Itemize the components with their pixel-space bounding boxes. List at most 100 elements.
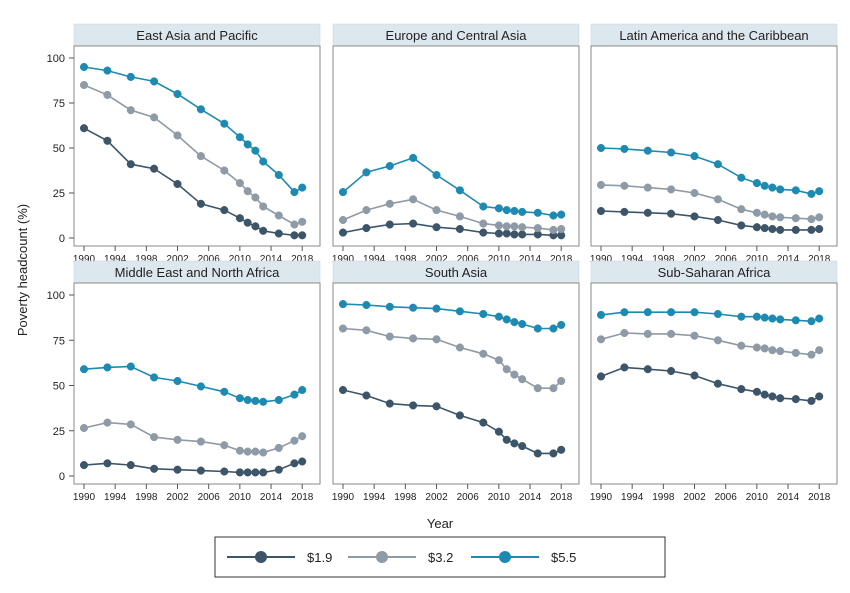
panel-east-asia-and-pacific-series-5-5-point-2018 — [298, 183, 307, 192]
panel-europe-and-central-asia-series-3-2-point-1996 — [385, 199, 394, 208]
panel-east-asia-and-pacific-series-5-5-point-2010 — [235, 133, 244, 142]
panel-south-asia-x-tick-label-1990: 1990 — [332, 492, 355, 503]
panel-south-asia-series-5-5-point-2017 — [549, 324, 558, 333]
panel-middle-east-and-north-africa-series-5-5-point-2017 — [290, 390, 299, 399]
panel-sub-saharan-africa-series-5-5-point-1993 — [620, 308, 629, 317]
panel-europe-and-central-asia-series-1-9-point-2005 — [455, 224, 464, 234]
panel-europe-and-central-asia-series-5-5-point-1996 — [385, 161, 394, 171]
panel-latin-america-and-the-caribbean-series-5-5-point-2011 — [760, 181, 769, 190]
panel-sub-saharan-africa-series-3-2-point-1999 — [667, 329, 676, 338]
panel-middle-east-and-north-africa-series-5-5-point-2011 — [243, 395, 252, 405]
panel-latin-america-and-the-caribbean-x-tick-label-2002: 2002 — [683, 254, 706, 265]
panel-latin-america-and-the-caribbean-series-5-5-point-1996 — [643, 146, 652, 155]
panel-east-asia-and-pacific-x-tick-label-2010: 2010 — [229, 254, 252, 265]
panel-east-asia-and-pacific-y-tick-label-75: 75 — [53, 98, 65, 110]
panel-middle-east-and-north-africa-series-3-2-point-2005 — [196, 437, 205, 446]
panel-south-asia-x-tick-label-2002: 2002 — [425, 492, 448, 503]
panel-europe-and-central-asia-x-tick-label-1990: 1990 — [332, 254, 355, 265]
panel-latin-america-and-the-caribbean-series-3-2-point-2012 — [768, 212, 777, 221]
panel-latin-america-and-the-caribbean-series-3-2-point-2013 — [776, 213, 785, 222]
panel-south-asia-series-3-2-point-2017 — [549, 384, 558, 393]
panel-europe-and-central-asia-series-3-2-point-2012 — [510, 222, 519, 231]
panel-sub-saharan-africa-series-1-9-point-2013 — [776, 394, 785, 403]
panel-south-asia-series-5-5-point-2012 — [510, 318, 519, 327]
panel-sub-saharan-africa-x-tick-label-1990: 1990 — [590, 492, 613, 503]
panel-latin-america-and-the-caribbean-series-3-2-point-2017 — [807, 215, 816, 224]
panel-south-asia-title: South Asia — [425, 265, 488, 280]
panel-east-asia-and-pacific-series-5-5-point-2008 — [220, 119, 229, 128]
panel-south-asia-series-5-5-point-2018 — [557, 320, 566, 329]
panel-europe-and-central-asia-series-3-2-point-2015 — [533, 224, 542, 233]
panel-europe-and-central-asia-series-5-5-point-2017 — [549, 211, 558, 220]
panel-europe-and-central-asia-series-3-2-point-2017 — [549, 225, 558, 234]
panel-europe-and-central-asia-series-3-2-point-2018 — [557, 224, 566, 234]
panel-latin-america-and-the-caribbean-series-5-5-point-2018 — [815, 187, 824, 196]
panel-east-asia-and-pacific-series-3-2-point-1993 — [103, 90, 112, 99]
panel-sub-saharan-africa-series-1-9-point-2018 — [815, 392, 824, 401]
panel-east-asia-and-pacific-series-5-5-point-2015 — [274, 170, 283, 180]
panel-east-asia-and-pacific-series-5-5-point-2012 — [251, 146, 260, 155]
panel-europe-and-central-asia-series-1-9-point-1999 — [409, 219, 418, 228]
panel-east-asia-and-pacific-series-1-9-point-2011 — [243, 218, 252, 227]
panel-latin-america-and-the-caribbean-x-tick-label-1994: 1994 — [621, 254, 644, 265]
panel-latin-america-and-the-caribbean-series-5-5-point-2015 — [791, 186, 800, 195]
panel-latin-america-and-the-caribbean-series-5-5-point-2013 — [776, 185, 785, 194]
panel-south-asia-series-5-5-point-2010 — [494, 312, 503, 321]
panel-latin-america-and-the-caribbean-series-1-9-point-2010 — [752, 223, 761, 232]
panel-sub-saharan-africa-series-1-9-point-2010 — [752, 387, 761, 396]
panel-middle-east-and-north-africa-x-tick-label-1998: 1998 — [135, 492, 158, 503]
panel-middle-east-and-north-africa-x-tick-label-2010: 2010 — [229, 492, 252, 503]
panel-middle-east-and-north-africa-series-3-2-point-2011 — [243, 447, 252, 456]
panel-east-asia-and-pacific-series-1-9-point-2015 — [274, 229, 283, 238]
panel-middle-east-and-north-africa-x-tick-label-1990: 1990 — [73, 492, 96, 503]
panel-middle-east-and-north-africa-series-5-5-point-1993 — [103, 363, 112, 372]
panel-east-asia-and-pacific-series-5-5-point-1999 — [150, 77, 159, 86]
panel-sub-saharan-africa-series-3-2-point-2005 — [713, 336, 722, 345]
panel-south-asia-series-5-5-point-2011 — [502, 315, 511, 324]
panel-sub-saharan-africa-series-1-9-point-2015 — [791, 395, 800, 404]
panel-europe-and-central-asia-x-tick-label-2018: 2018 — [550, 254, 573, 265]
panel-south-asia-series-3-2-point-2013 — [518, 375, 527, 384]
panel-east-asia-and-pacific-series-3-2-point-2018 — [298, 217, 307, 226]
panel-south-asia-series-3-2-point-2002 — [432, 335, 441, 344]
panel-latin-america-and-the-caribbean-series-5-5-point-2002 — [690, 152, 699, 161]
panel-east-asia-and-pacific-series-1-9-point-1996 — [126, 160, 135, 169]
panel-middle-east-and-north-africa-series-5-5-point-2010 — [235, 394, 244, 403]
panel-sub-saharan-africa-series-5-5-point-2015 — [791, 316, 800, 325]
panel-south-asia-x-tick-label-2010: 2010 — [488, 492, 511, 503]
panel-south-asia-series-5-5-point-2013 — [518, 319, 527, 329]
panel-middle-east-and-north-africa-series-1-9-point-2015 — [274, 465, 283, 474]
legend: $1.9 $3.2 $5.5 — [214, 536, 666, 578]
panel-south-asia-series-3-2-point-1993 — [362, 326, 371, 335]
panel-sub-saharan-africa-series-1-9-point-1993 — [620, 363, 629, 372]
panel-latin-america-and-the-caribbean-series-5-5-point-1990 — [596, 143, 606, 153]
panel-south-asia-series-1-9-point-2002 — [432, 402, 441, 411]
panel-latin-america-and-the-caribbean-series-1-9-point-2012 — [768, 224, 777, 234]
panel-south-asia-series-1-9-point-2015 — [533, 449, 542, 458]
panel-latin-america-and-the-caribbean-x-tick-label-2018: 2018 — [808, 254, 831, 265]
panel-latin-america-and-the-caribbean-series-3-2-point-2008 — [737, 205, 746, 214]
panel-latin-america-and-the-caribbean-series-3-2-point-1999 — [667, 185, 676, 194]
panel-latin-america-and-the-caribbean-series-1-9-point-2005 — [713, 215, 722, 225]
panel-sub-saharan-africa-series-3-2-point-1996 — [643, 329, 652, 338]
panel-sub-saharan-africa-series-1-9-point-1999 — [667, 366, 676, 376]
panel-east-asia-and-pacific-series-1-9-point-2008 — [220, 206, 229, 215]
panel-latin-america-and-the-caribbean-series-1-9-point-2018 — [815, 224, 824, 234]
panel-middle-east-and-north-africa-series-5-5-point-1990 — [79, 365, 89, 374]
panel-east-asia-and-pacific-series-3-2-point-2011 — [243, 187, 252, 196]
panel-latin-america-and-the-caribbean-series-3-2-point-2010 — [752, 208, 761, 217]
legend-item-3-2-label: $3.2 — [428, 550, 453, 565]
panel-europe-and-central-asia-x-tick-label-1994: 1994 — [363, 254, 386, 265]
panel-middle-east-and-north-africa-series-1-9-point-2005 — [196, 466, 205, 475]
panel-latin-america-and-the-caribbean-series-5-5-point-2008 — [737, 173, 746, 182]
panel-south-asia-series-3-2-point-2012 — [510, 370, 519, 379]
panel-sub-saharan-africa-series-3-2-point-2018 — [815, 346, 824, 355]
panel-east-asia-and-pacific-series-3-2-point-2010 — [235, 179, 244, 188]
panel-east-asia-and-pacific-series-3-2-point-2012 — [251, 193, 260, 202]
panel-east-asia-and-pacific-title: East Asia and Pacific — [136, 28, 258, 43]
panel-south-asia-series-3-2-point-2005 — [455, 343, 464, 352]
panel-europe-and-central-asia-series-5-5-point-2018 — [557, 210, 566, 219]
panel-europe-and-central-asia-series-1-9-point-2008 — [479, 228, 488, 237]
panel-europe-and-central-asia-x-tick-label-2010: 2010 — [488, 254, 511, 265]
